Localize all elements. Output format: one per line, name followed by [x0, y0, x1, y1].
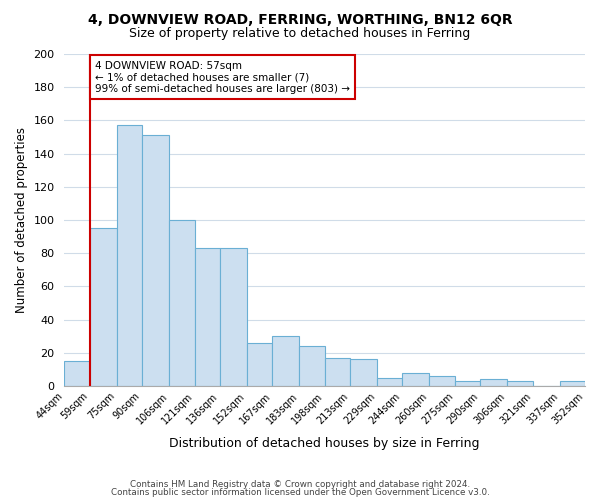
- Bar: [194, 248, 220, 386]
- Text: Size of property relative to detached houses in Ferring: Size of property relative to detached ho…: [130, 28, 470, 40]
- Bar: [142, 136, 169, 386]
- Bar: [325, 358, 350, 386]
- Bar: [220, 248, 247, 386]
- Bar: [455, 381, 480, 386]
- Bar: [117, 126, 142, 386]
- Bar: [403, 372, 430, 386]
- Bar: [247, 343, 272, 386]
- Bar: [90, 228, 117, 386]
- X-axis label: Distribution of detached houses by size in Ferring: Distribution of detached houses by size …: [169, 437, 480, 450]
- Text: Contains HM Land Registry data © Crown copyright and database right 2024.: Contains HM Land Registry data © Crown c…: [130, 480, 470, 489]
- Bar: [480, 380, 507, 386]
- Bar: [350, 360, 377, 386]
- Bar: [430, 376, 455, 386]
- Text: Contains public sector information licensed under the Open Government Licence v3: Contains public sector information licen…: [110, 488, 490, 497]
- Bar: [272, 336, 299, 386]
- Text: 4, DOWNVIEW ROAD, FERRING, WORTHING, BN12 6QR: 4, DOWNVIEW ROAD, FERRING, WORTHING, BN1…: [88, 12, 512, 26]
- Bar: [560, 381, 585, 386]
- Bar: [169, 220, 194, 386]
- Bar: [507, 381, 533, 386]
- Bar: [299, 346, 325, 386]
- Y-axis label: Number of detached properties: Number of detached properties: [15, 127, 28, 313]
- Bar: [377, 378, 403, 386]
- Bar: [64, 361, 90, 386]
- Text: 4 DOWNVIEW ROAD: 57sqm
← 1% of detached houses are smaller (7)
99% of semi-detac: 4 DOWNVIEW ROAD: 57sqm ← 1% of detached …: [95, 60, 350, 94]
